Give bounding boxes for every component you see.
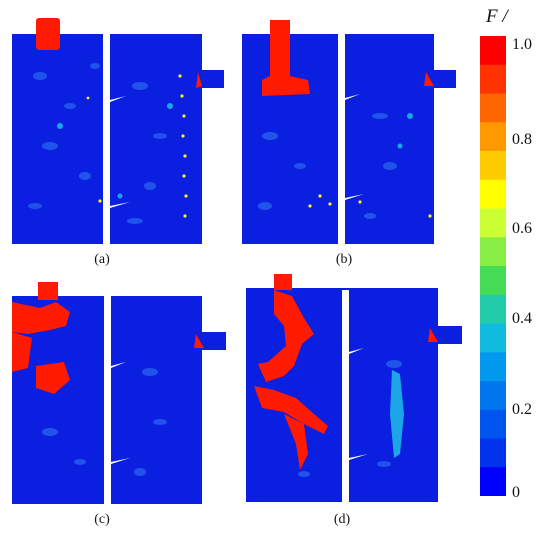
colorbar-segment — [480, 122, 506, 152]
caption-c: (c) — [94, 512, 110, 527]
panel-d-field — [246, 274, 462, 502]
colorbar-segment — [480, 93, 506, 123]
colorbar-segment — [480, 208, 506, 238]
colorbar-segment — [480, 64, 506, 94]
colorbar-title: F / — [486, 6, 508, 27]
caption-a: (a) — [94, 252, 110, 267]
colorbar-segment — [480, 467, 506, 497]
colorbar-segment — [480, 381, 506, 411]
colorbar-tick-0-4: 0.4 — [512, 310, 532, 327]
colorbar-tick-0-6: 0.6 — [512, 220, 532, 237]
colorbar — [480, 36, 506, 497]
colorbar-segment — [480, 409, 506, 439]
colorbar-segment — [480, 438, 506, 468]
panel-b — [240, 16, 462, 248]
colorbar-segment — [480, 151, 506, 181]
colorbar-segment — [480, 323, 506, 353]
panel-a — [10, 16, 230, 248]
colorbar-segment — [480, 179, 506, 209]
colorbar-tick-0-2: 0.2 — [512, 401, 532, 418]
panel-c-field — [12, 282, 226, 506]
colorbar-segment — [480, 352, 506, 382]
colorbar-segment — [480, 237, 506, 267]
colorbar-tick-1-0: 1.0 — [512, 36, 532, 53]
colorbar-segment — [480, 266, 506, 296]
panel-a-field — [12, 18, 224, 246]
colorbar-tick-0: 0 — [512, 484, 520, 501]
colorbar-segment — [480, 36, 506, 66]
panel-b-field — [242, 20, 456, 246]
colorbar-tick-0-8: 0.8 — [512, 131, 532, 148]
panel-c — [10, 282, 232, 508]
colorbar-segment — [480, 294, 506, 324]
caption-d: (d) — [333, 512, 351, 527]
caption-b: (b) — [335, 252, 353, 267]
colorbar-gradient — [480, 36, 506, 497]
panel-d — [244, 274, 466, 506]
